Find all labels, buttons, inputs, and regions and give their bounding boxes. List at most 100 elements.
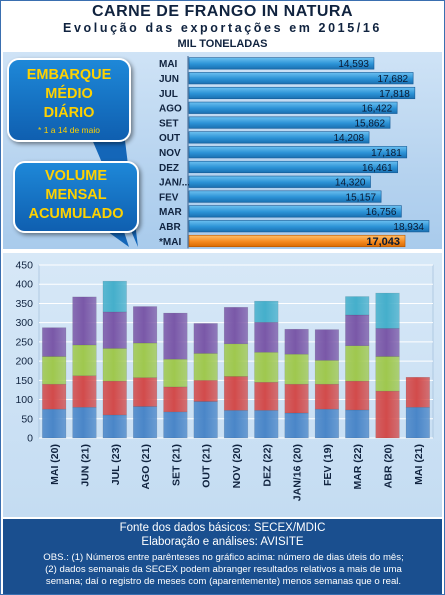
- stacked-segment: [193, 401, 218, 439]
- daily-bar: [188, 220, 430, 233]
- x-category-label: ABR (20): [383, 444, 395, 488]
- daily-category-label: FEV: [159, 192, 179, 203]
- stacked-segment: [193, 323, 218, 354]
- daily-bar: [188, 131, 370, 144]
- x-category-label: FEV (19): [322, 444, 334, 486]
- daily-value-label: 16,422: [362, 104, 393, 115]
- daily-value-label: 17,818: [379, 89, 410, 100]
- monthly-section: 0 50 100 150 200 250 300 350 400 450 MAI (20) JUN (…: [3, 253, 442, 517]
- daily-value-label: 16,756: [366, 207, 397, 218]
- stacked-segment: [163, 386, 188, 413]
- stacked-segment: [72, 406, 97, 439]
- stacked-segment: [163, 358, 188, 388]
- stacked-segment: [223, 410, 249, 439]
- stacked-segment: [223, 376, 249, 411]
- stacked-segment: [375, 292, 400, 329]
- stacked-segment: [42, 383, 67, 410]
- daily-category-label: JUN: [159, 74, 179, 85]
- y-tick-label: 200: [15, 356, 33, 368]
- daily-category-label: JUL: [159, 89, 178, 100]
- y-tick-label: 300: [15, 317, 33, 329]
- stacked-segment: [102, 380, 127, 416]
- daily-value-label: 14,593: [338, 59, 369, 70]
- footer: Fonte dos dados básicos: SECEX/MDIC Elab…: [3, 519, 442, 594]
- x-category-label: AGO (21): [140, 444, 152, 490]
- stacked-segment: [314, 360, 339, 385]
- daily-category-label: DEZ: [159, 163, 179, 174]
- stacked-segment: [345, 409, 370, 439]
- x-category-label: MAI (20): [49, 444, 61, 485]
- stacked-segment: [254, 322, 279, 353]
- y-tick-label: 50: [21, 413, 33, 425]
- stacked-segment: [72, 375, 97, 408]
- stacked-segment: [42, 356, 67, 385]
- y-tick-label: 100: [15, 394, 33, 406]
- x-category-label: MAR (22): [352, 444, 364, 490]
- footer-analysis: Elaboração e análises: AVISITE: [141, 536, 304, 548]
- daily-category-label: *MAI: [159, 237, 181, 248]
- stacked-segment: [42, 327, 67, 357]
- monthly-stacked-chart: 0 50 100 150 200 250 300 350 400 450 MAI (20) JUN (…: [15, 260, 434, 501]
- stacked-segment: [284, 412, 309, 439]
- footer-source: Fonte dos dados básicos: SECEX/MDIC: [119, 522, 326, 534]
- daily-bar: [188, 86, 416, 100]
- daily-bar: [188, 205, 402, 218]
- daily-bar: [188, 190, 382, 203]
- daily-callout-line3: DIÁRIO: [43, 105, 95, 121]
- daily-bar: [188, 146, 408, 159]
- footer-obs-line1: OBS.: (1) Números entre parênteses no gr…: [43, 552, 404, 563]
- stacked-segment: [284, 383, 309, 414]
- x-category-label: SET (21): [170, 444, 182, 486]
- x-category-label: DEZ (22): [261, 444, 273, 487]
- daily-bar: [188, 116, 391, 129]
- daily-category-label: MAI: [159, 59, 178, 70]
- daily-bar: [188, 234, 406, 248]
- monthly-callout-line3: ACUMULADO: [28, 206, 124, 222]
- daily-section: MAI 14,593 JUN 17,682 JUL 17,818 AGO 16,422 SET 1…: [3, 52, 442, 249]
- stacked-segment: [72, 344, 97, 376]
- daily-category-label: NOV: [159, 148, 181, 159]
- daily-bar: [188, 175, 371, 188]
- stacked-segment: [254, 382, 279, 411]
- stacked-segment: [314, 383, 339, 410]
- y-tick-label: 250: [15, 336, 33, 348]
- stacked-segment: [133, 406, 158, 439]
- stacked-segment: [254, 352, 279, 383]
- page-subtitle: Evolução das exportações em 2015/16: [63, 21, 382, 35]
- stacked-segment: [254, 300, 279, 323]
- x-category-label: NOV (20): [231, 444, 243, 488]
- stacked-segment: [42, 408, 67, 439]
- stacked-segment: [375, 390, 400, 439]
- stacked-segment: [102, 348, 127, 382]
- daily-value-label: 15,157: [346, 192, 377, 203]
- stacked-segment: [102, 414, 127, 439]
- daily-bar: [188, 57, 375, 70]
- stacked-segment: [405, 406, 430, 439]
- x-category-label: OUT (21): [201, 444, 213, 488]
- x-category-label: JUN (21): [79, 444, 91, 487]
- stacked-segment: [72, 296, 97, 346]
- footer-obs-line2: (2) dados semanais da SECEX podem abrang…: [45, 564, 402, 575]
- daily-value-label: 15,862: [354, 118, 385, 129]
- daily-bar: [188, 101, 398, 114]
- daily-callout-line1: EMBARQUE: [26, 67, 112, 83]
- stacked-segment: [163, 411, 188, 439]
- daily-callout: EMBARQUE MÉDIO DIÁRIO * 1 a 14 de maio: [7, 58, 131, 142]
- daily-bar-chart: MAI 14,593 JUN 17,682 JUL 17,818 AGO 16,422 SET 1…: [61, 56, 430, 249]
- footer-obs-line3: semana; daí o registro de meses com (apa…: [45, 576, 402, 587]
- x-category-label: JUL (23): [110, 444, 122, 485]
- daily-callout-line2: MÉDIO: [45, 86, 93, 102]
- stacked-segment: [223, 343, 249, 377]
- stacked-segment: [314, 329, 339, 361]
- daily-callout-note: * 1 a 14 de maio: [38, 125, 100, 135]
- x-category-label: JAN/16 (20): [292, 444, 304, 501]
- stacked-segment: [133, 377, 158, 407]
- stacked-segment: [193, 353, 218, 381]
- stacked-segment: [102, 311, 127, 349]
- stacked-segment: [284, 353, 309, 385]
- stacked-segment: [375, 328, 400, 357]
- daily-category-label: AGO: [159, 104, 182, 115]
- stacked-segment: [133, 342, 158, 378]
- stacked-segment: [345, 345, 370, 382]
- monthly-callout-line2: MENSAL: [45, 187, 107, 203]
